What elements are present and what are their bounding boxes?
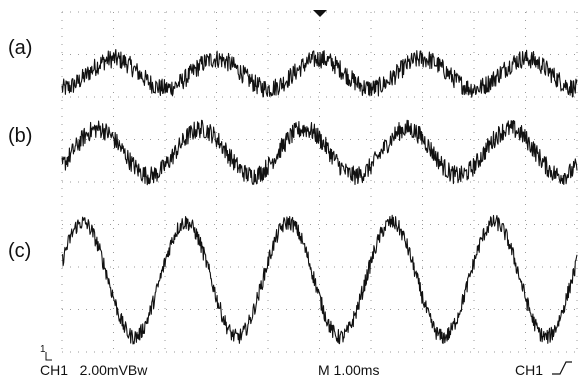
traces <box>61 49 578 345</box>
trace-label-a: (a) <box>8 37 32 59</box>
trace-label-c: (c) <box>8 240 31 262</box>
ch1-setting: CH1 2.00mVBw <box>40 362 148 378</box>
trigger-position-marker <box>313 10 327 17</box>
trace-label-b: (b) <box>8 125 32 147</box>
trace-c <box>61 214 578 345</box>
grid <box>61 11 578 353</box>
timebase-readout: M 1.00ms <box>318 362 379 378</box>
channel-ground-arrow <box>45 352 52 361</box>
rising-edge-icon <box>552 361 572 375</box>
trace-b <box>61 119 578 186</box>
channel-ground-marker: 1 <box>40 344 46 355</box>
trigger-source: CH1 <box>515 362 543 378</box>
trace-a <box>61 49 578 98</box>
